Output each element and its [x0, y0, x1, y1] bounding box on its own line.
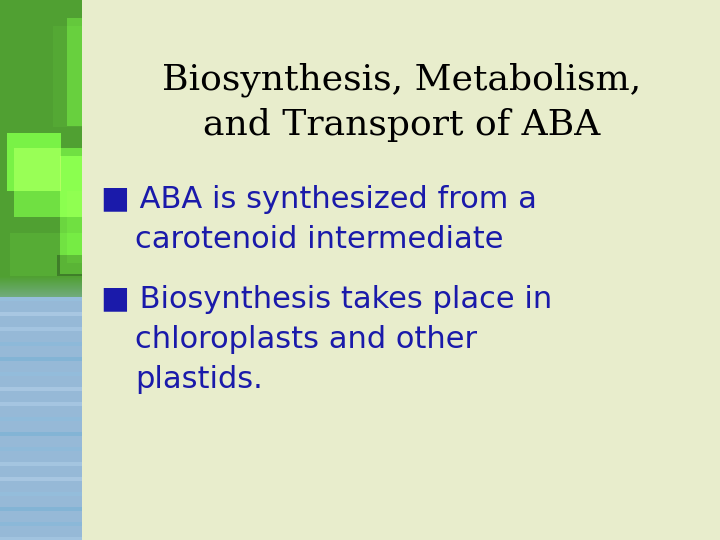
Text: chloroplasts and other: chloroplasts and other [135, 326, 477, 354]
Text: ■ Biosynthesis takes place in: ■ Biosynthesis takes place in [101, 286, 552, 314]
Text: and Transport of ABA: and Transport of ABA [203, 108, 600, 142]
Text: plastids.: plastids. [135, 366, 263, 395]
Text: ■ ABA is synthesized from a: ■ ABA is synthesized from a [101, 186, 536, 214]
Text: Biosynthesis, Metabolism,: Biosynthesis, Metabolism, [162, 63, 641, 97]
Text: carotenoid intermediate: carotenoid intermediate [135, 226, 503, 254]
